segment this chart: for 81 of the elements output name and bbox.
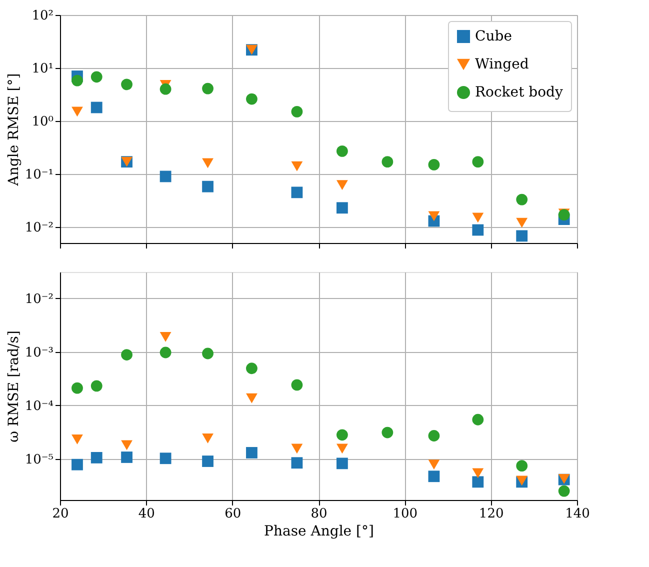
x-tick-label: 140 [565,506,590,522]
x-tick-label: 60 [224,506,242,522]
point [428,159,440,170]
point [336,429,348,441]
point [472,156,484,168]
x-tick-label: 20 [52,506,69,522]
point [336,145,348,157]
point [121,78,132,90]
point [160,83,172,95]
point [90,102,102,114]
point [291,379,303,391]
point [160,170,172,182]
point [428,211,440,222]
point [428,460,440,470]
point [160,332,172,342]
y-tick-label: 10⁻¹ [24,168,54,183]
point [516,194,528,206]
point [72,106,83,117]
point [246,362,258,374]
point [516,218,528,228]
point [202,348,214,360]
point [558,209,570,221]
point [72,74,83,86]
point [336,444,348,454]
point [472,414,484,426]
y-tick-label: 10⁻² [24,220,54,236]
point [90,380,102,392]
point [472,476,484,488]
legend-label: Cube [475,28,512,44]
point [336,458,348,470]
point [160,346,172,358]
legend-label: Winged [475,56,529,72]
point [291,186,303,198]
point [202,456,214,467]
point [472,212,484,223]
point [472,224,484,236]
point [202,158,214,168]
legend-label: Rocket body [475,84,564,100]
point [291,161,303,172]
point [72,382,83,394]
point [121,452,132,463]
point [291,444,303,454]
point [121,440,132,450]
point [160,452,172,464]
point [246,447,258,458]
point [202,180,214,192]
point [202,434,214,444]
y-tick-label: 10⁻⁵ [24,452,54,468]
point [90,71,102,83]
point [382,156,394,168]
point [472,468,484,478]
point [516,460,528,472]
point [246,93,258,105]
y-tick-label: 10⁻⁴ [24,398,54,414]
point [72,458,83,470]
point [428,470,440,482]
y-tick-label: 10⁻² [24,292,54,307]
y-axis-title: Angle RMSE [°] [6,73,22,187]
point [72,434,83,444]
point [202,82,214,94]
point [516,230,528,242]
x-tick-label: 120 [478,506,504,522]
point [291,106,303,118]
y-tick-label: 10⁰ [32,114,54,130]
point [90,452,102,464]
x-tick-label: 40 [138,506,155,522]
x-tick-label: 80 [310,506,328,522]
x-axis-title: Phase Angle [°] [264,524,374,540]
point [336,180,348,190]
y-tick-label: 10⁻³ [24,345,54,360]
y-tick-label: 10¹ [32,62,54,77]
y-tick-label: 10² [32,8,54,24]
x-tick-label: 100 [392,506,418,522]
point [336,202,348,214]
point [246,393,258,404]
point [428,430,440,442]
point [121,349,132,360]
point [558,485,570,497]
point [382,426,394,438]
y-axis-title: ω RMSE [rad/s] [6,330,22,442]
point [291,457,303,469]
